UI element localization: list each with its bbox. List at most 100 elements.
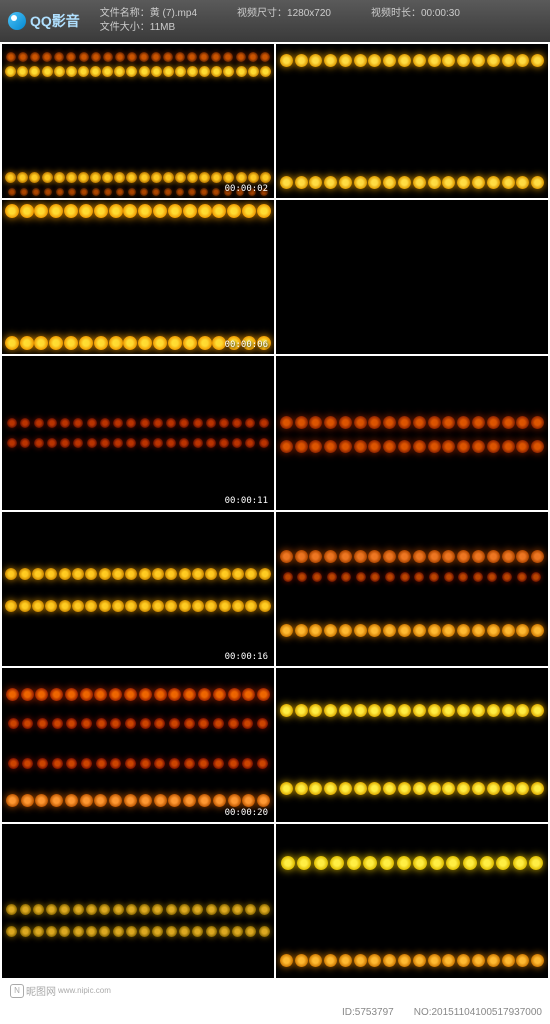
light-dot xyxy=(152,926,163,937)
thumbnail-cell[interactable] xyxy=(276,512,548,666)
light-dot xyxy=(442,550,455,563)
light-dot xyxy=(140,188,148,196)
light-dot xyxy=(457,440,470,453)
light-dot xyxy=(138,204,152,218)
light-dot xyxy=(219,568,231,580)
light-dot xyxy=(413,624,426,637)
video-dur-field: 视频时长：00:00:30 xyxy=(371,7,460,21)
thumbnail-cell[interactable] xyxy=(2,824,274,978)
light-dot xyxy=(199,66,210,77)
light-dot xyxy=(29,172,40,183)
light-dot xyxy=(428,624,441,637)
thumbnail-cell[interactable]: 00:00:16 xyxy=(2,512,274,666)
light-dot xyxy=(113,926,124,937)
thumbnail-cell[interactable]: 00:00:06 xyxy=(2,200,274,354)
thumbnail-cell[interactable] xyxy=(276,44,548,198)
light-dot xyxy=(472,416,485,429)
light-dot xyxy=(72,600,84,612)
light-dot xyxy=(444,572,454,582)
light-dot xyxy=(73,438,83,448)
light-dot xyxy=(206,904,217,915)
light-dot xyxy=(151,52,161,62)
thumbnail-cell[interactable]: 00:00:02 xyxy=(2,44,274,198)
light-dot xyxy=(46,904,57,915)
thumbnail-cell[interactable]: 00:00:11 xyxy=(2,356,274,510)
light-dot xyxy=(125,568,137,580)
light-dot xyxy=(79,52,89,62)
light-dot xyxy=(457,954,470,967)
light-dot xyxy=(324,704,337,717)
light-dot xyxy=(153,438,163,448)
light-dot xyxy=(6,904,17,915)
light-dot xyxy=(153,336,167,350)
light-dot xyxy=(324,624,337,637)
light-dot xyxy=(260,66,271,77)
light-dot xyxy=(45,600,57,612)
light-dot xyxy=(295,176,308,189)
light-dot xyxy=(370,572,380,582)
light-row xyxy=(2,904,274,915)
light-dot xyxy=(472,624,485,637)
light-dot xyxy=(398,624,411,637)
light-dot xyxy=(398,704,411,717)
light-dot xyxy=(21,688,34,701)
light-dot xyxy=(516,176,529,189)
light-dot xyxy=(100,438,110,448)
light-dot xyxy=(112,600,124,612)
light-dot xyxy=(94,336,108,350)
light-dot xyxy=(65,688,78,701)
light-dot xyxy=(125,758,136,769)
thumbnail-cell[interactable] xyxy=(276,824,548,978)
light-dot xyxy=(192,600,204,612)
thumbnail-cell[interactable]: 00:00:20 xyxy=(2,668,274,822)
light-dot xyxy=(457,550,470,563)
light-dot xyxy=(228,794,241,807)
light-dot xyxy=(198,336,212,350)
thumbnail-cell[interactable] xyxy=(276,356,548,510)
light-dot xyxy=(413,550,426,563)
light-dot xyxy=(248,172,259,183)
light-dot xyxy=(259,600,271,612)
light-dot xyxy=(213,794,226,807)
light-dot xyxy=(179,418,189,428)
light-dot xyxy=(59,600,71,612)
light-dot xyxy=(66,66,77,77)
light-dot xyxy=(257,718,268,729)
light-dot xyxy=(295,704,308,717)
light-row xyxy=(2,926,274,937)
light-dot xyxy=(140,718,151,729)
light-dot xyxy=(66,718,77,729)
light-dot xyxy=(400,572,410,582)
thumbnail-cell[interactable] xyxy=(276,200,548,354)
thumbnail-cell[interactable] xyxy=(276,668,548,822)
light-dot xyxy=(398,782,411,795)
light-row xyxy=(276,954,548,967)
light-dot xyxy=(47,438,57,448)
light-dot xyxy=(164,188,172,196)
light-dot xyxy=(236,172,247,183)
light-dot xyxy=(502,416,515,429)
light-dot xyxy=(257,688,270,701)
light-dot xyxy=(34,336,48,350)
light-dot xyxy=(187,66,198,77)
light-dot xyxy=(309,176,322,189)
light-dot xyxy=(114,66,125,77)
light-dot xyxy=(151,172,162,183)
light-dot xyxy=(29,66,40,77)
light-dot xyxy=(92,188,100,196)
light-dot xyxy=(139,688,152,701)
light-dot xyxy=(232,418,242,428)
light-dot xyxy=(428,440,441,453)
light-dot xyxy=(383,550,396,563)
light-dot xyxy=(428,704,441,717)
light-dot xyxy=(442,54,455,67)
light-dot xyxy=(354,54,367,67)
light-dot xyxy=(502,54,515,67)
light-dot xyxy=(383,782,396,795)
light-dot xyxy=(531,176,544,189)
light-dot xyxy=(168,336,182,350)
light-dot xyxy=(205,600,217,612)
light-row xyxy=(276,550,548,563)
light-dot xyxy=(68,188,76,196)
footer-id: ID:5753797 xyxy=(342,1007,394,1018)
